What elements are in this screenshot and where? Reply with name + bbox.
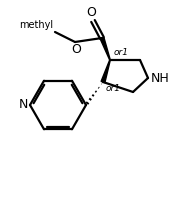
Text: NH: NH: [151, 72, 170, 84]
Text: or1: or1: [114, 48, 129, 57]
Text: N: N: [19, 98, 28, 112]
Text: O: O: [71, 43, 81, 56]
Text: or1: or1: [106, 84, 121, 93]
Text: O: O: [86, 6, 96, 19]
Polygon shape: [100, 37, 110, 60]
Text: methyl: methyl: [19, 20, 53, 30]
Polygon shape: [101, 60, 110, 83]
